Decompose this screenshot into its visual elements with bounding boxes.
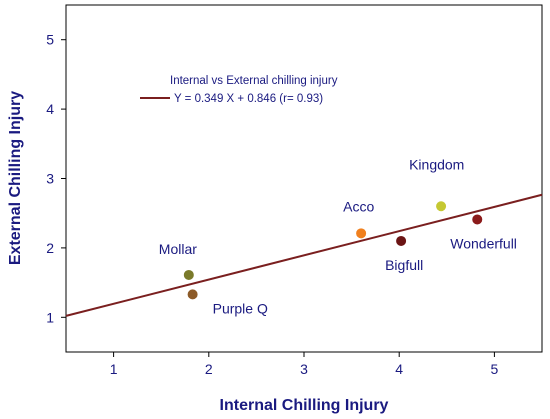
data-point-kingdom bbox=[436, 201, 447, 212]
x-tick-label: 5 bbox=[491, 361, 499, 377]
data-point-bigfull bbox=[396, 235, 407, 246]
regression-line bbox=[65, 193, 543, 317]
legend: Internal vs External chilling injury Y =… bbox=[140, 75, 338, 105]
plot-area bbox=[65, 4, 543, 353]
x-tick-label: 2 bbox=[205, 361, 213, 377]
y-axis-title: External Chilling Injury bbox=[7, 91, 24, 265]
axis-ticks: 1 2 3 4 5 1 2 3 4 5 bbox=[46, 32, 498, 377]
y-tick-label: 2 bbox=[46, 240, 54, 256]
data-points: Mollar Purple Q Acco Bigfull Kingdom Wonderfu… bbox=[159, 156, 517, 316]
x-tick-label: 4 bbox=[395, 361, 403, 377]
x-tick-label: 3 bbox=[300, 361, 308, 377]
data-point-purple-q bbox=[187, 289, 198, 300]
y-tick-label: 4 bbox=[46, 101, 54, 117]
point-label: Wonderfull bbox=[450, 235, 517, 251]
data-point-acco bbox=[356, 228, 367, 239]
point-label: Bigfull bbox=[385, 257, 423, 273]
data-point-mollar bbox=[183, 269, 194, 280]
data-point-wonderfull bbox=[472, 214, 483, 225]
point-label: Acco bbox=[343, 198, 374, 214]
plot-frame bbox=[65, 4, 543, 353]
y-tick-label: 1 bbox=[46, 309, 54, 325]
regression-line-group bbox=[65, 193, 543, 317]
x-axis-title: Internal Chilling Injury bbox=[220, 397, 389, 414]
y-tick-label: 3 bbox=[46, 171, 54, 187]
x-tick-label: 1 bbox=[110, 361, 118, 377]
legend-title: Internal vs External chilling injury bbox=[170, 75, 338, 87]
legend-entry: Y = 0.349 X + 0.846 (r= 0.93) bbox=[174, 93, 323, 105]
y-tick-label: 5 bbox=[46, 32, 54, 48]
point-label: Kingdom bbox=[409, 156, 464, 172]
point-label: Mollar bbox=[159, 241, 197, 257]
point-label: Purple Q bbox=[213, 300, 268, 316]
